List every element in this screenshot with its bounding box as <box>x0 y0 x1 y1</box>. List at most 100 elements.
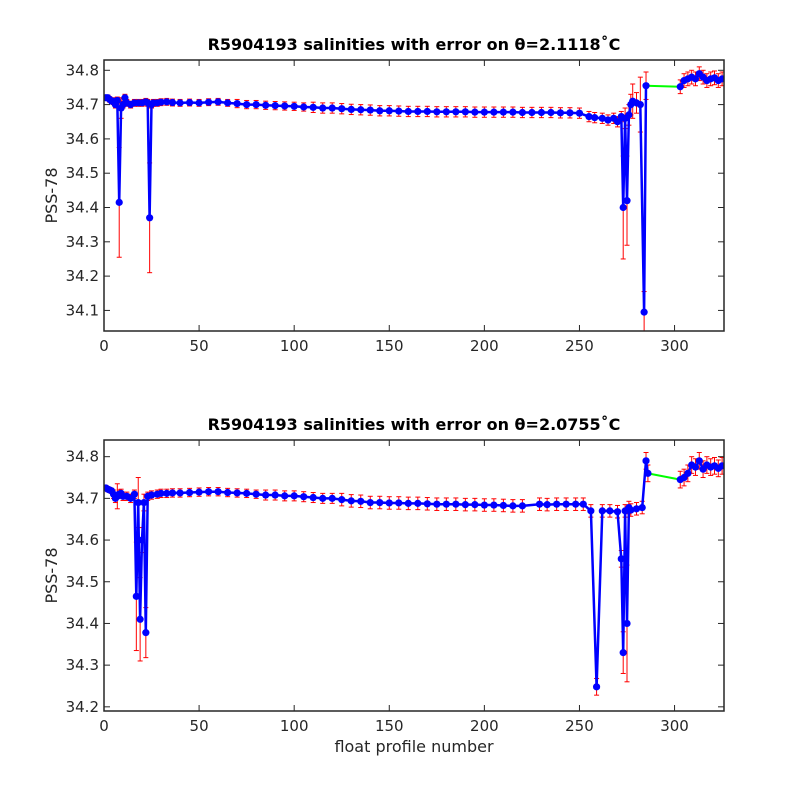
x-tick-label: 250 <box>565 717 594 735</box>
data-point <box>309 493 317 502</box>
y-tick-label: 34.3 <box>66 233 99 251</box>
gap-line <box>647 472 681 481</box>
data-point <box>328 104 336 112</box>
data-point <box>592 683 601 691</box>
data-point <box>543 501 551 509</box>
data-point <box>347 105 355 113</box>
data-point <box>404 499 412 507</box>
data-point <box>537 108 546 117</box>
data-point <box>214 488 222 496</box>
data-point <box>587 507 595 515</box>
data-point <box>414 499 422 507</box>
y-tick-label: 34.4 <box>66 199 99 217</box>
data-point <box>163 489 171 497</box>
data-point <box>385 499 393 507</box>
data-point <box>134 498 142 507</box>
data-point <box>623 619 631 628</box>
data-point <box>518 108 527 117</box>
data-point <box>490 501 498 509</box>
data-point <box>627 506 635 514</box>
x-axis-label: float profile number <box>334 737 494 756</box>
y-tick-label: 34.5 <box>66 164 99 182</box>
data-point <box>691 75 700 83</box>
data-point <box>556 109 565 117</box>
data-point <box>147 491 156 499</box>
y-tick-label: 34.7 <box>66 489 99 507</box>
data-point <box>509 108 517 116</box>
data-point <box>613 118 622 126</box>
data-point <box>617 555 625 563</box>
data-point <box>433 500 441 508</box>
data-point <box>640 308 648 316</box>
data-point <box>632 505 641 513</box>
data-point <box>376 107 384 115</box>
data-point <box>300 103 308 111</box>
data-point <box>547 108 555 117</box>
data-point <box>243 489 251 497</box>
data-point <box>338 105 346 113</box>
data-point <box>566 109 574 117</box>
data-point <box>528 108 536 117</box>
data-point <box>185 98 194 107</box>
data-point <box>572 500 580 508</box>
y-tick-label: 34.6 <box>66 531 99 549</box>
data-point <box>553 500 561 508</box>
x-tick-label: 100 <box>280 717 309 735</box>
data-point <box>452 500 460 508</box>
data-point <box>163 98 171 106</box>
data-point <box>471 108 479 116</box>
data-point <box>385 107 393 115</box>
y-tick-label: 34.8 <box>66 61 99 79</box>
data-point <box>214 98 222 106</box>
data-point <box>562 500 570 508</box>
data-point <box>638 503 646 512</box>
data-point <box>185 488 194 497</box>
data-point <box>271 491 279 499</box>
data-point <box>290 492 298 500</box>
data-point <box>132 592 140 600</box>
data-point <box>243 100 251 109</box>
data-point <box>347 497 355 505</box>
data-point <box>490 108 498 116</box>
data-point <box>146 214 154 222</box>
axes-frame <box>103 59 725 332</box>
data-point <box>319 104 327 112</box>
data-point <box>461 108 469 116</box>
data-point <box>195 488 203 496</box>
data-point <box>281 492 289 500</box>
y-tick-label: 34.1 <box>66 301 99 319</box>
data-point <box>262 491 270 499</box>
data-point <box>157 489 165 497</box>
data-point <box>157 98 165 106</box>
data-point <box>366 498 374 507</box>
data-point <box>300 493 308 501</box>
data-point <box>535 500 544 508</box>
data-point <box>290 102 298 110</box>
data-point <box>414 107 422 116</box>
data-point <box>585 113 593 121</box>
data-point <box>233 99 241 108</box>
y-tick-label: 34.8 <box>66 448 99 466</box>
gap-line <box>645 84 681 88</box>
data-point <box>252 100 260 109</box>
data-point <box>115 198 123 206</box>
y-tick-label: 34.2 <box>66 267 99 285</box>
x-tick-label: 200 <box>470 717 499 735</box>
y-tick-label: 34.4 <box>66 614 99 632</box>
y-axis-label: PSS-78 <box>42 547 61 603</box>
data-point <box>579 500 587 508</box>
data-point <box>442 500 450 508</box>
data-point <box>130 490 139 498</box>
data-point <box>718 462 724 470</box>
data-point <box>319 494 327 502</box>
x-tick-label: 150 <box>375 717 404 735</box>
data-point <box>395 499 403 507</box>
data-point <box>636 100 644 109</box>
data-point <box>176 99 184 107</box>
data-point <box>471 501 479 509</box>
data-point <box>376 498 384 507</box>
data-point <box>252 490 260 498</box>
data-point <box>423 107 431 116</box>
data-point <box>309 103 317 111</box>
